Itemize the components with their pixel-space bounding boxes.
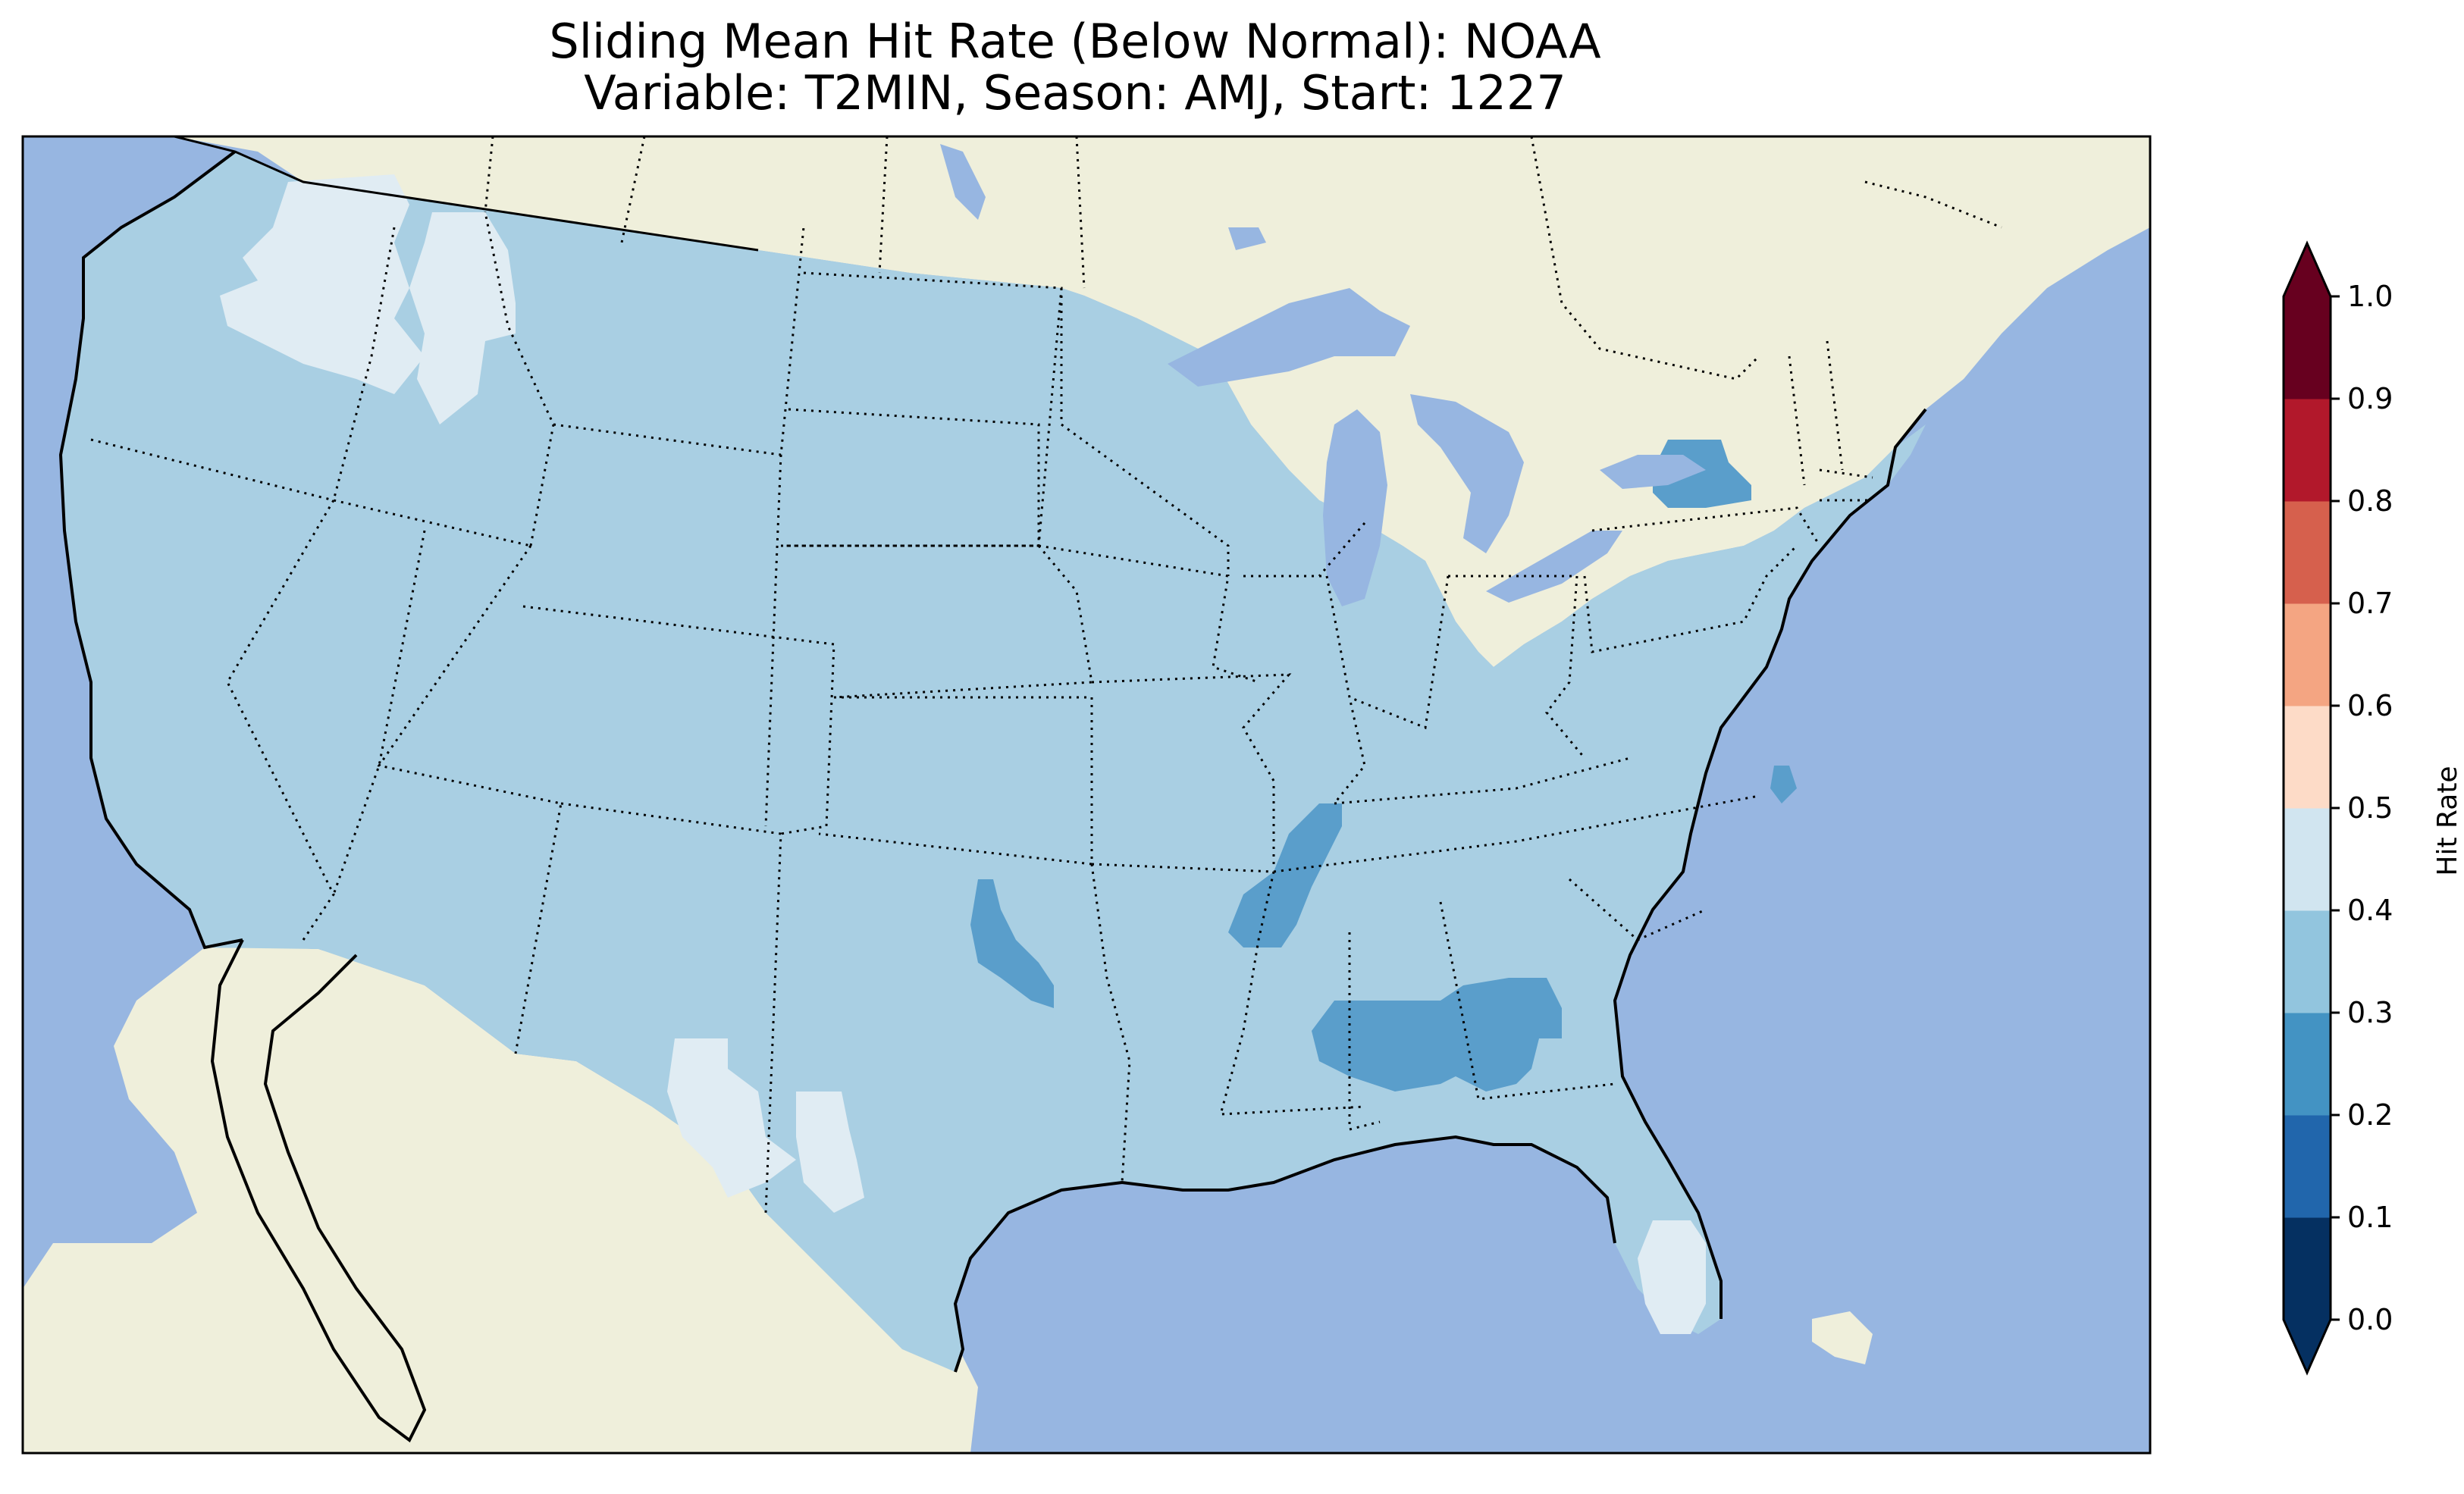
colorbar-segment xyxy=(2284,603,2331,706)
colorbar-tick-label: 1.0 xyxy=(2347,280,2393,313)
hit-rate-patch-alabama-georgia xyxy=(1312,978,1562,1092)
colorbar-segment xyxy=(2284,808,2331,911)
colorbar-tick-label: 0.9 xyxy=(2347,382,2393,415)
lake-huron xyxy=(1410,394,1524,553)
colorbar-segment xyxy=(2284,399,2331,502)
colorbar-tick-label: 0.3 xyxy=(2347,996,2393,1029)
hit-rate-patch-west-texas-east xyxy=(796,1092,864,1213)
chart-title-line-1: Sliding Mean Hit Rate (Below Normal): NO… xyxy=(549,14,1601,69)
colorbar-segment xyxy=(2284,1217,2331,1320)
colorbar-tick-label: 0.8 xyxy=(2347,484,2393,518)
lake-erie xyxy=(1486,531,1622,603)
baja-coastline xyxy=(210,939,427,1443)
lake-michigan xyxy=(1323,409,1387,606)
canada-land xyxy=(174,136,2150,667)
colorbar-tick-label: 0.7 xyxy=(2347,587,2393,620)
cuba-land xyxy=(1812,1311,1873,1364)
colorbar-tick-label: 0.6 xyxy=(2347,689,2393,722)
hit-rate-patch-idaho-panhandle xyxy=(409,212,516,424)
colorbar-segment xyxy=(2284,706,2331,809)
colorbar: 0.0 0.1 0.2 0.3 0.4 0.5 0.6 0.7 0.8 0.9 1.0 Hit Ra… xyxy=(2282,240,2463,1376)
us-canada-border xyxy=(174,136,759,252)
state-boundaries xyxy=(90,211,1873,1214)
colorbar-segment xyxy=(2284,1013,2331,1116)
lake-winnipeg xyxy=(940,144,986,220)
map-area xyxy=(23,136,2150,1453)
hit-rate-patch-south-florida xyxy=(1638,1220,1706,1334)
colorbar-under-arrow xyxy=(2284,1320,2331,1373)
colorbar-segment xyxy=(2284,296,2331,399)
baja-land xyxy=(212,940,425,1440)
colorbar-tick-label: 0.1 xyxy=(2347,1201,2393,1234)
province-boundaries xyxy=(484,136,2002,381)
colorbar-tick-label: 0.5 xyxy=(2347,791,2393,825)
lake-of-the-woods xyxy=(1228,227,1266,250)
lake-superior xyxy=(1168,288,1410,387)
colorbar-tick-label: 0.0 xyxy=(2347,1303,2393,1336)
colorbar-over-arrow xyxy=(2284,243,2331,296)
east-coastline xyxy=(1613,408,1927,1319)
colorbar-tick-label: 0.2 xyxy=(2347,1098,2393,1132)
hit-rate-patch-west-texas xyxy=(667,1038,796,1198)
colorbar-tick-label: 0.4 xyxy=(2347,894,2393,927)
gulf-coastline xyxy=(953,1135,1616,1373)
hit-rate-patch-oklahoma xyxy=(970,879,1054,1008)
hit-rate-patch-mississippi-river xyxy=(1228,803,1342,947)
hit-rate-patch-coastal-north-carolina xyxy=(1770,766,1797,803)
map-frame xyxy=(21,135,2152,1455)
colorbar-label: Hit Rate xyxy=(2432,766,2463,875)
colorbar-segment xyxy=(2284,910,2331,1013)
colorbar-segment xyxy=(2284,501,2331,604)
chart-title-line-2: Variable: T2MIN, Season: AMJ, Start: 122… xyxy=(584,65,1566,121)
lake-ontario xyxy=(1600,455,1706,489)
colorbar-segment xyxy=(2284,1115,2331,1218)
west-coastline xyxy=(58,150,243,950)
